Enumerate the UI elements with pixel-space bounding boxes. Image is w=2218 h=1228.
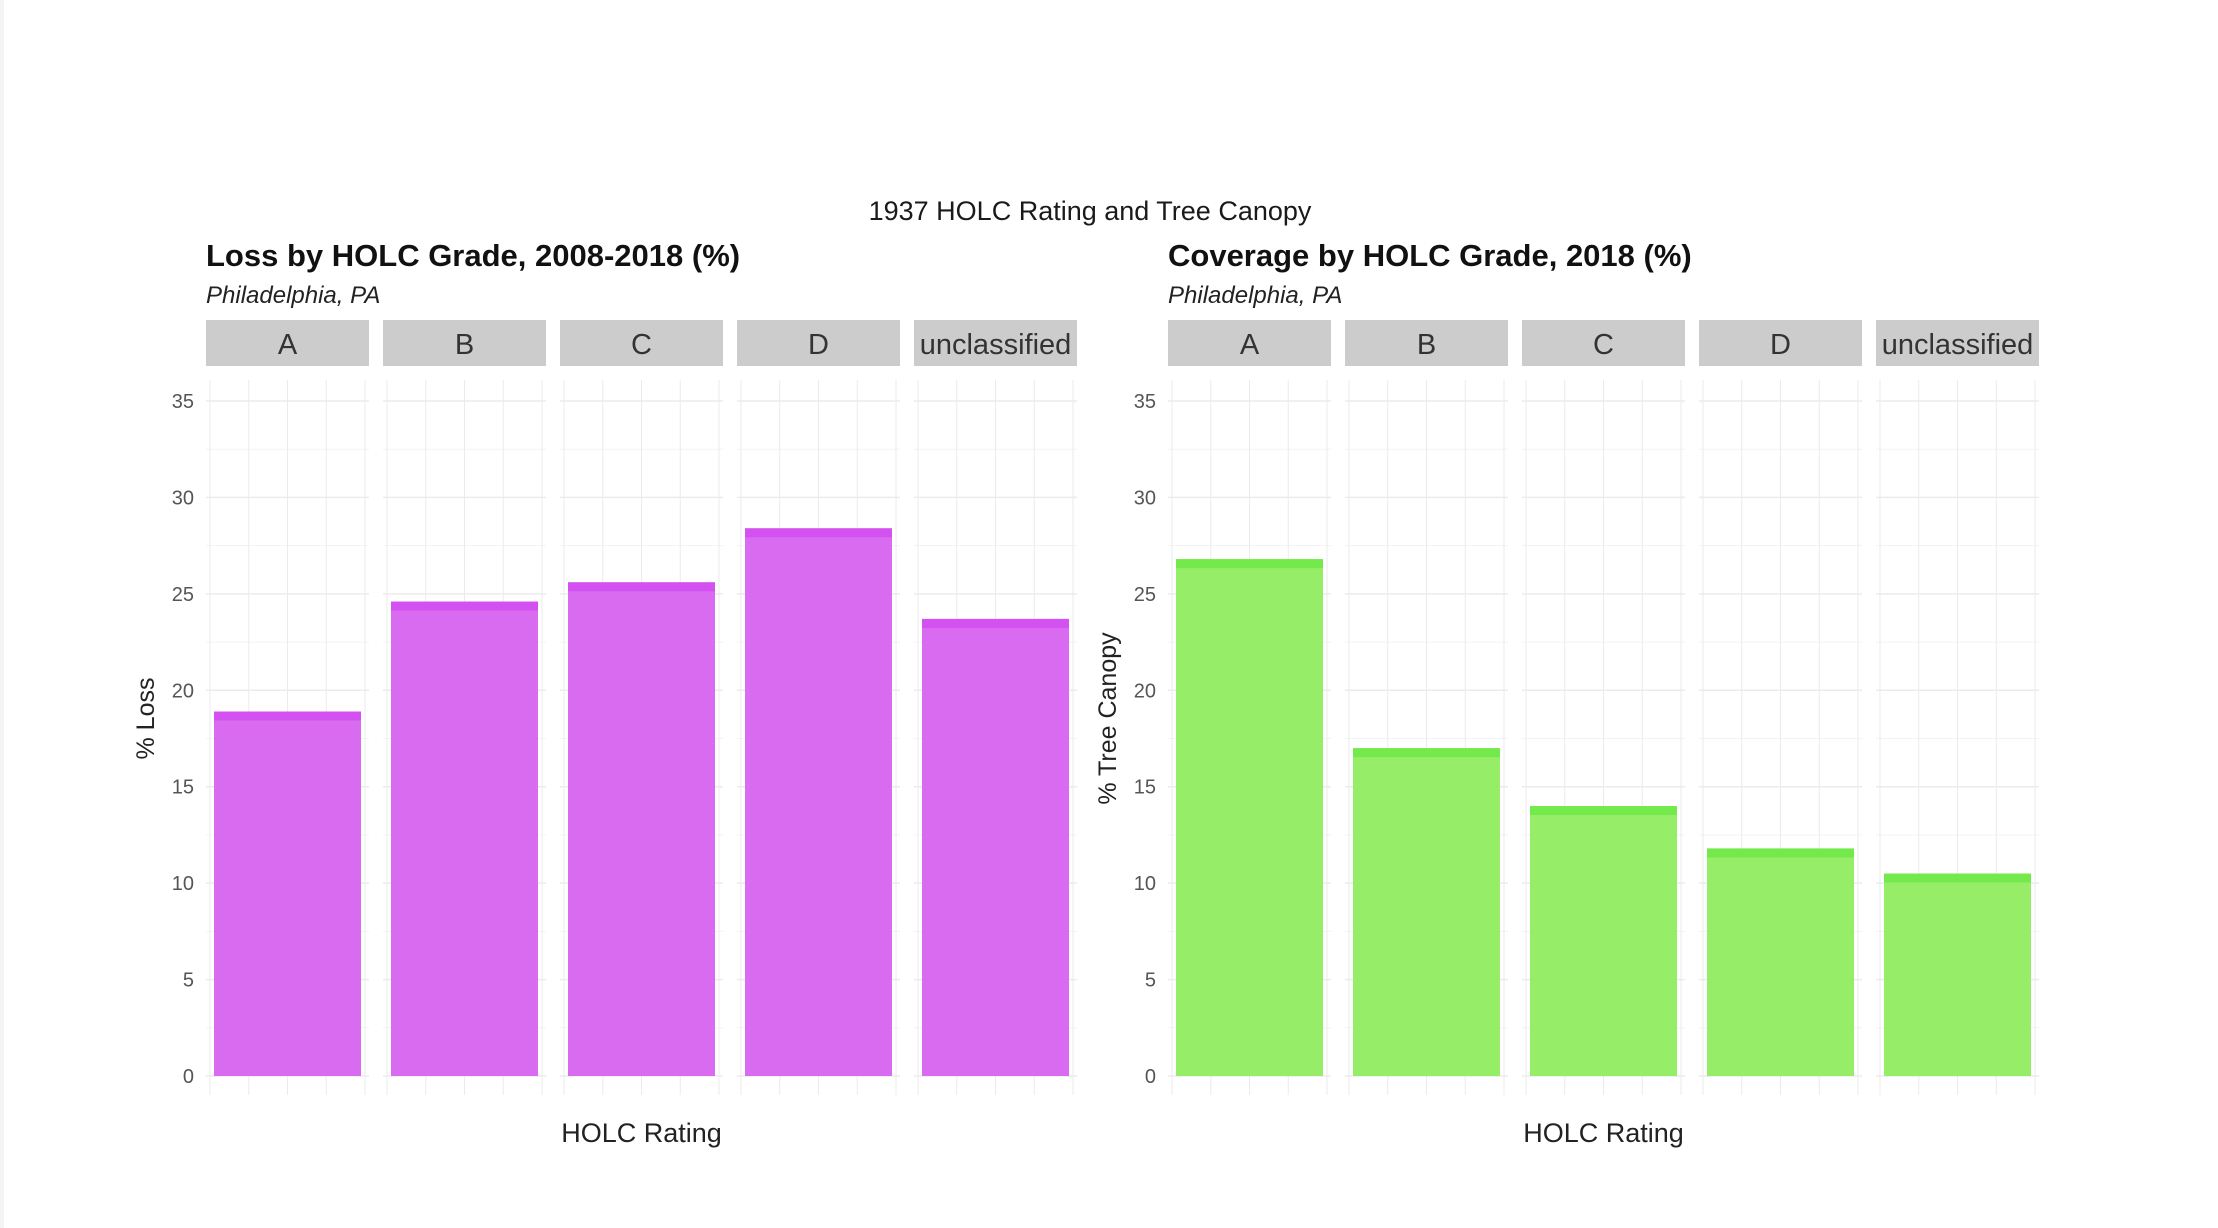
- y-tick-label: 0: [1145, 1066, 1156, 1088]
- facet-a: A: [1168, 320, 1331, 1095]
- facet-label: A: [1240, 329, 1260, 361]
- facet-d: D: [1699, 320, 1862, 1095]
- facet-strip: [1522, 320, 1685, 366]
- y-tick-label: 15: [172, 777, 194, 799]
- bar-top-b: [391, 601, 538, 611]
- y-tick-label: 10: [1134, 873, 1156, 895]
- bar-b: [1353, 748, 1500, 1076]
- bar-a: [1176, 559, 1323, 1076]
- facet-strip: [1345, 320, 1508, 366]
- bar-d: [745, 528, 892, 1076]
- facet-strip: [1699, 320, 1862, 366]
- facet-strip: [383, 320, 546, 366]
- y-tick-label: 10: [172, 873, 194, 895]
- facet-label: unclassified: [920, 329, 1072, 361]
- facet-label: A: [278, 329, 298, 361]
- y-tick-label: 35: [1134, 391, 1156, 413]
- bar-top-unclassified: [922, 618, 1069, 628]
- facet-label: C: [631, 329, 652, 361]
- y-tick-label: 20: [172, 680, 194, 702]
- facet-b: B: [1345, 320, 1508, 1095]
- panel-subtitle: Philadelphia, PA: [206, 282, 380, 309]
- facet-b: B: [383, 320, 546, 1095]
- x-axis-title: HOLC Rating: [561, 1118, 722, 1148]
- y-tick-label: 30: [1134, 487, 1156, 509]
- x-axis-title: HOLC Rating: [1523, 1118, 1684, 1148]
- facet-label: D: [1770, 329, 1791, 361]
- bar-b: [391, 601, 538, 1076]
- facet-c: C: [560, 320, 723, 1095]
- bar-top-a: [214, 711, 361, 721]
- panel-title: Loss by HOLC Grade, 2008-2018 (%): [206, 238, 740, 273]
- bar-top-d: [745, 528, 892, 538]
- bar-unclassified: [922, 618, 1069, 1076]
- facet-strip: [560, 320, 723, 366]
- facet-label: unclassified: [1882, 329, 2034, 361]
- bar-top-d: [1707, 848, 1854, 858]
- facet-label: B: [1417, 329, 1436, 361]
- bar-top-unclassified: [1884, 873, 2031, 883]
- panel-title: Coverage by HOLC Grade, 2018 (%): [1168, 238, 1692, 273]
- facet-strip: [737, 320, 900, 366]
- bar-d: [1707, 848, 1854, 1076]
- facet-label: C: [1593, 329, 1614, 361]
- bar-c: [1530, 806, 1677, 1076]
- facet-unclassified: unclassified: [1876, 320, 2039, 1095]
- y-tick-label: 0: [183, 1066, 194, 1088]
- chart-panel-canopy: Coverage by HOLC Grade, 2018 (%) Philadel…: [1094, 238, 2039, 1148]
- y-tick-label: 35: [172, 391, 194, 413]
- y-tick-label: 20: [1134, 680, 1156, 702]
- y-tick-label: 5: [1145, 970, 1156, 992]
- facet-label: B: [455, 329, 474, 361]
- y-tick-label: 15: [1134, 777, 1156, 799]
- bar-top-a: [1176, 559, 1323, 569]
- page-edge: [0, 0, 4, 1228]
- facet-strip: [1168, 320, 1331, 366]
- chart-panel-loss: Loss by HOLC Grade, 2008-2018 (%) Philade…: [132, 238, 1077, 1148]
- y-tick-label: 25: [1134, 584, 1156, 606]
- bar-top-b: [1353, 748, 1500, 758]
- facet-d: D: [737, 320, 900, 1095]
- facet-strip: [206, 320, 369, 366]
- facet-strip: [914, 320, 1077, 366]
- y-tick-label: 30: [172, 487, 194, 509]
- y-axis-title: % Loss: [132, 678, 160, 760]
- facet-c: C: [1522, 320, 1685, 1095]
- facet-strip: [1876, 320, 2039, 366]
- bar-c: [568, 582, 715, 1076]
- bar-a: [214, 711, 361, 1076]
- panel-subtitle: Philadelphia, PA: [1168, 282, 1342, 309]
- facet-unclassified: unclassified: [914, 320, 1077, 1095]
- bar-unclassified: [1884, 873, 2031, 1076]
- figure-title: 1937 HOLC Rating and Tree Canopy: [868, 196, 1312, 226]
- bar-top-c: [1530, 806, 1677, 815]
- y-axis-title: % Tree Canopy: [1094, 632, 1122, 805]
- facet-a: A: [206, 320, 369, 1095]
- bar-top-c: [568, 582, 715, 592]
- y-tick-label: 25: [172, 584, 194, 606]
- facet-label: D: [808, 329, 829, 361]
- y-tick-label: 5: [183, 970, 194, 992]
